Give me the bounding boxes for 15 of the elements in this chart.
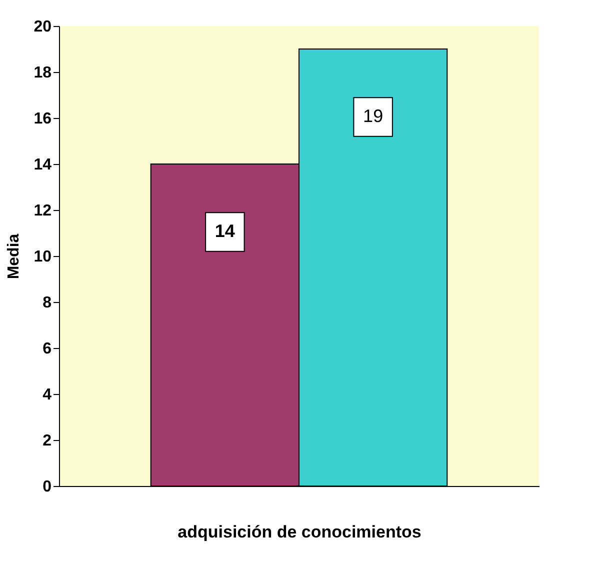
data-label: 19 — [363, 106, 384, 126]
y-axis-title: Media — [6, 234, 23, 280]
y-tick-label: 4 — [42, 386, 52, 404]
y-tick-label: 12 — [34, 202, 52, 220]
y-tick-label: 6 — [42, 340, 52, 358]
y-tick-label: 8 — [42, 294, 52, 312]
y-tick-label: 18 — [34, 64, 52, 82]
y-tick-label: 10 — [34, 248, 52, 266]
y-tick-label: 0 — [42, 478, 52, 496]
y-tick-label: 14 — [34, 156, 52, 174]
x-axis-title: adquisición de conocimientos — [178, 522, 422, 542]
y-tick-label: 20 — [34, 18, 52, 36]
y-tick-label: 2 — [42, 432, 52, 450]
data-label: 14 — [214, 221, 235, 241]
y-tick-label: 16 — [34, 110, 52, 128]
